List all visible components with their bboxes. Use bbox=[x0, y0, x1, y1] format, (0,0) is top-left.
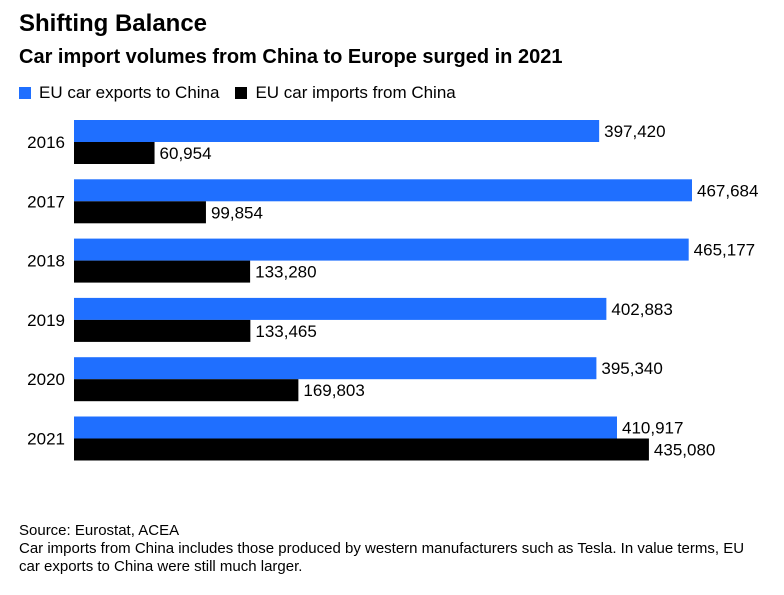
export-bar-2019 bbox=[74, 297, 607, 320]
footnote: Car imports from China includes those pr… bbox=[19, 540, 745, 575]
import-value-label-2017: 99,854 bbox=[211, 203, 263, 222]
export-bar-2016 bbox=[74, 120, 600, 142]
import-bar-2020 bbox=[74, 379, 299, 402]
category-label-2016: 2016 bbox=[27, 133, 65, 152]
category-label-2019: 2019 bbox=[27, 311, 65, 330]
chart-title: Shifting Balance bbox=[19, 10, 208, 37]
legend-item-imports: EU car imports from China bbox=[235, 83, 456, 103]
import-bar-2017 bbox=[74, 201, 206, 224]
import-bar-2021 bbox=[74, 438, 649, 461]
export-bar-2018 bbox=[74, 238, 689, 261]
import-value-label-2021: 435,080 bbox=[654, 441, 715, 460]
footer: Source: Eurostat, ACEA Car imports from … bbox=[19, 522, 769, 576]
export-bar-2020 bbox=[74, 357, 597, 380]
import-value-label-2019: 133,465 bbox=[255, 322, 316, 341]
legend-label-exports: EU car exports to China bbox=[39, 83, 220, 102]
export-value-label-2019: 402,883 bbox=[611, 300, 672, 319]
import-value-label-2018: 133,280 bbox=[255, 263, 316, 282]
legend-swatch-exports bbox=[19, 87, 31, 99]
import-bar-2019 bbox=[74, 319, 251, 342]
export-bar-2021 bbox=[74, 416, 617, 439]
chart-subtitle: Car import volumes from China to Europe … bbox=[19, 46, 563, 68]
export-value-label-2018: 465,177 bbox=[694, 241, 755, 260]
import-value-label-2016: 60,954 bbox=[160, 144, 212, 163]
source-note: Source: Eurostat, ACEA bbox=[19, 522, 180, 539]
export-bar-2017 bbox=[74, 179, 692, 202]
legend-swatch-imports bbox=[235, 87, 248, 99]
legend-item-exports: EU car exports to China bbox=[19, 83, 219, 103]
export-value-label-2017: 467,684 bbox=[697, 181, 758, 200]
import-bar-2016 bbox=[74, 142, 155, 164]
export-value-label-2020: 395,340 bbox=[601, 359, 662, 378]
import-bar-2018 bbox=[74, 260, 251, 283]
category-label-2020: 2020 bbox=[27, 370, 65, 389]
category-label-2021: 2021 bbox=[27, 430, 65, 449]
category-label-2017: 2017 bbox=[27, 192, 65, 211]
import-value-label-2020: 169,803 bbox=[303, 381, 364, 400]
export-value-label-2021: 410,917 bbox=[622, 419, 683, 438]
bar-chart: 2016 397,420 60,954 2017 467,684 99,854 2018 46… bbox=[27, 120, 758, 461]
export-value-label-2016: 397,420 bbox=[604, 122, 665, 141]
legend: EU car exports to China EU car imports f… bbox=[19, 83, 472, 103]
category-label-2018: 2018 bbox=[27, 252, 65, 271]
legend-label-imports: EU car imports from China bbox=[255, 83, 456, 102]
